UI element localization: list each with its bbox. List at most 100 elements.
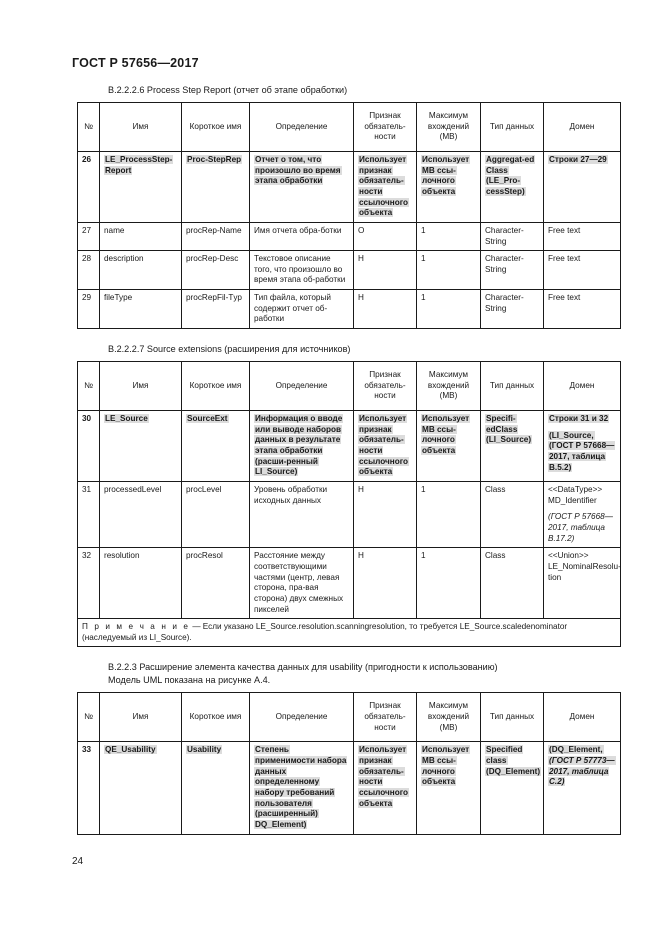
spec-table-source-extensions: № Имя Короткое имя Определение Признак о… bbox=[77, 361, 621, 648]
section-heading: B.2.2.3 Расширение элемента качества дан… bbox=[77, 661, 620, 687]
col-header-num: № bbox=[77, 101, 100, 152]
table-header-row: № Имя Короткое имя Определение Признак о… bbox=[77, 101, 621, 152]
col-header-max-line3: (МВ) bbox=[439, 391, 458, 401]
col-header-mandatory-line1: Признак bbox=[369, 370, 401, 380]
cell-data-type: Character-String bbox=[480, 250, 544, 291]
cell-domain: Строки 27—29 bbox=[543, 150, 621, 223]
col-header-max-occurrences: Максимум вхождений (МВ) bbox=[416, 101, 481, 152]
cell-short-name: procRepFil-Тyp bbox=[181, 289, 250, 330]
cell-max-text: Использует МВ ссы-лочного объекта bbox=[421, 414, 471, 455]
cell-data-type: Class bbox=[480, 480, 544, 549]
col-header-definition: Определение bbox=[249, 361, 354, 411]
cell-num: 33 bbox=[77, 741, 100, 835]
section-source-extensions: B.2.2.2.7 Source extensions (расширения … bbox=[77, 343, 621, 648]
cell-max-occurrences: Использует МВ ссы-лочного объекта bbox=[416, 410, 481, 482]
cell-name-text: LE_Source bbox=[104, 414, 149, 423]
cell-max-text: Использует МВ ссы-лочного объекта bbox=[421, 154, 471, 196]
col-header-mandatory-line3: ности bbox=[374, 132, 396, 142]
cell-num: 28 bbox=[77, 250, 100, 291]
table-row: 33 QE_Usability Usability Степень примен… bbox=[77, 741, 621, 835]
cell-domain-reference: (ГОСТ Р 57668—2017, таблица В.17.2) bbox=[548, 512, 613, 543]
cell-mandatory-text: Использует признак обязатель-ности ссыло… bbox=[358, 745, 409, 808]
cell-name: name bbox=[99, 221, 182, 252]
cell-data-type: Specifi-edClass (LI_Source) bbox=[480, 410, 544, 482]
col-header-mandatory: Признак обязатель- ности bbox=[353, 361, 417, 411]
cell-max-occurrences: Использует МВ ссы-лочного объекта bbox=[416, 741, 481, 835]
col-header-short-name: Короткое имя bbox=[181, 101, 250, 152]
cell-name: processedLevel bbox=[99, 480, 182, 549]
col-header-num: № bbox=[77, 361, 100, 411]
cell-domain: Free text bbox=[543, 289, 621, 330]
cell-name: QE_Usability bbox=[99, 741, 182, 835]
table-header-row: № Имя Короткое имя Определение Признак о… bbox=[77, 692, 621, 743]
cell-short-name: Usability bbox=[181, 741, 250, 835]
col-header-mandatory-line3: ности bbox=[374, 391, 396, 401]
cell-domain-text: Строки 31 и 32 bbox=[548, 414, 610, 423]
col-header-domain: Домен bbox=[543, 692, 621, 743]
col-header-max-line1: Максимум bbox=[428, 701, 469, 711]
cell-name: LE_ProcessStep-Report bbox=[99, 150, 182, 223]
cell-mandatory: Н bbox=[353, 547, 417, 620]
cell-data-type-text: Specifi-edClass (LI_Source) bbox=[485, 414, 533, 445]
col-header-name: Имя bbox=[99, 361, 182, 411]
section-usability-extension: B.2.2.3 Расширение элемента качества дан… bbox=[77, 661, 621, 835]
cell-name-text: QE_Usability bbox=[104, 745, 157, 755]
cell-mandatory: Использует признак обязатель-ности ссыло… bbox=[353, 741, 417, 835]
cell-domain-extra-text: (LI_Source, (ГОСТ Р 57668—2017, таблица … bbox=[548, 430, 616, 472]
col-header-domain: Домен bbox=[543, 361, 621, 411]
document-standard-header: ГОСТ Р 57656—2017 bbox=[72, 56, 199, 70]
table-note-row: П р и м е ч а н и е — Если указано LE_So… bbox=[77, 618, 621, 648]
cell-short-name: procRep-Name bbox=[181, 221, 250, 252]
cell-data-type-text: Aggregat-ed Class (LE_Pro-cessStep) bbox=[485, 154, 536, 196]
table-note: П р и м е ч а н и е — Если указано LE_So… bbox=[77, 618, 621, 648]
cell-num: 26 bbox=[77, 150, 100, 223]
cell-definition: Тип файла, который содержит отчет об-раб… bbox=[249, 289, 354, 330]
col-header-max-line2: вхождений bbox=[427, 380, 470, 390]
section-heading-line2: Модель UML показана на рисунке А.4. bbox=[108, 675, 271, 686]
cell-data-type: Character-String bbox=[480, 289, 544, 330]
cell-num: 30 bbox=[77, 410, 100, 482]
cell-definition-text: Степень применимости набора данных опред… bbox=[254, 745, 348, 829]
col-header-data-type: Тип данных bbox=[480, 692, 544, 743]
cell-mandatory: О bbox=[353, 221, 417, 252]
section-process-step-report: B.2.2.2.6 Process Step Report (отчет об … bbox=[77, 84, 621, 330]
cell-domain-text: (DQ_Element, bbox=[548, 745, 604, 755]
cell-domain: <<Union>> LE_NominalResolu-tion bbox=[543, 547, 621, 620]
col-header-domain: Домен bbox=[543, 101, 621, 152]
col-header-mandatory-line1: Признак bbox=[369, 110, 401, 120]
section-heading-line1: B.2.2.3 Расширение элемента качества дан… bbox=[108, 662, 498, 673]
col-header-num: № bbox=[77, 692, 100, 743]
cell-data-type-text: Specified class (DQ_Element) bbox=[485, 745, 542, 776]
cell-mandatory: Использует признак обязатель-ности ссыло… bbox=[353, 410, 417, 482]
cell-domain-text: <<DataType>> MD_Identifier bbox=[548, 484, 603, 505]
document-content: B.2.2.2.6 Process Step Report (отчет об … bbox=[77, 84, 621, 835]
col-header-mandatory-line3: ности bbox=[374, 722, 396, 732]
cell-name-text: LE_ProcessStep-Report bbox=[104, 154, 174, 175]
col-header-name: Имя bbox=[99, 692, 182, 743]
section-heading: B.2.2.2.7 Source extensions (расширения … bbox=[108, 344, 351, 355]
cell-name: fileType bbox=[99, 289, 182, 330]
cell-short-name-text: SourceExt bbox=[186, 414, 229, 423]
cell-num: 27 bbox=[77, 221, 100, 252]
cell-short-name: procResol bbox=[181, 547, 250, 620]
cell-mandatory: Использует признак обязатель-ности ссыло… bbox=[353, 150, 417, 223]
cell-max-occurrences: Использует МВ ссы-лочного объекта bbox=[416, 150, 481, 223]
cell-domain: (DQ_Element, (ГОСТ Р 57773—2017, таблица… bbox=[543, 741, 621, 835]
cell-definition: Текстовое описание того, что произошло в… bbox=[249, 250, 354, 291]
cell-domain: Free text bbox=[543, 221, 621, 252]
cell-data-type: Aggregat-ed Class (LE_Pro-cessStep) bbox=[480, 150, 544, 223]
cell-domain: <<DataType>> MD_Identifier (ГОСТ Р 57668… bbox=[543, 480, 621, 549]
col-header-max-line2: вхождений bbox=[427, 711, 470, 721]
cell-data-type: Class bbox=[480, 547, 544, 620]
col-header-max-line3: (МВ) bbox=[439, 132, 458, 142]
cell-max-occurrences: 1 bbox=[416, 547, 481, 620]
cell-definition: Отчет о том, что произошло во время этап… bbox=[249, 150, 354, 223]
col-header-data-type: Тип данных bbox=[480, 101, 544, 152]
note-text: — Если указано LE_Source.resolution.scan… bbox=[82, 622, 568, 642]
note-label: П р и м е ч а н и е bbox=[82, 622, 191, 632]
col-header-max-line1: Максимум bbox=[428, 110, 469, 120]
col-header-mandatory-line2: обязатель- bbox=[364, 711, 406, 721]
cell-domain-text: Строки 27—29 bbox=[548, 154, 608, 164]
cell-domain: Строки 31 и 32 (LI_Source, (ГОСТ Р 57668… bbox=[543, 410, 621, 482]
